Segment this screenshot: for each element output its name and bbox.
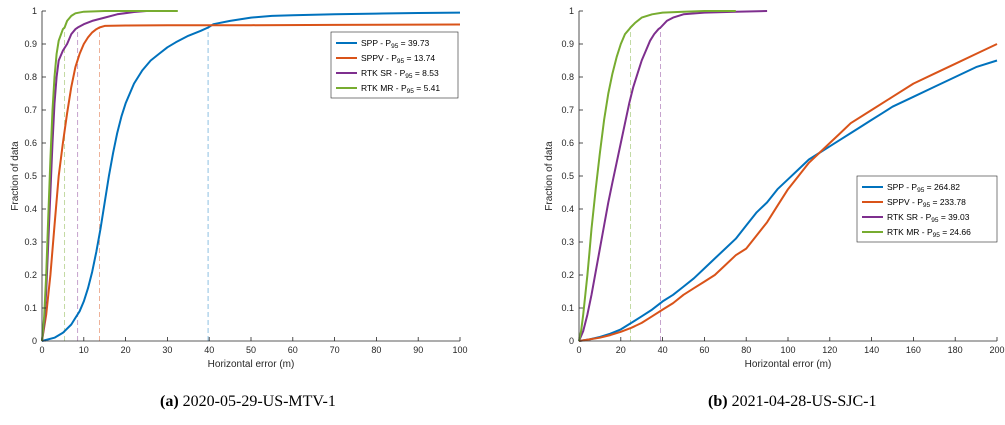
series-line-1-2 (578, 10, 768, 342)
x-tick-label: 160 (906, 345, 921, 355)
x-tick-label: 0 (39, 345, 44, 355)
x-tick-label: 20 (616, 345, 626, 355)
y-tick-label: 0.2 (24, 270, 37, 280)
series-line-0-1 (41, 23, 461, 342)
y-tick-label: 0.8 (561, 72, 574, 82)
y-tick-label: 0.4 (24, 204, 37, 214)
series-line-0-0 (41, 11, 461, 342)
legend-1: SPP - P95 = 264.82 SPPV - P95 = 233.78 RTK… (856, 175, 998, 243)
legend-entry: RTK MR - P95 = 24.66 (887, 227, 971, 239)
x-tick-label: 0 (576, 345, 581, 355)
y-tick-label: 0.1 (24, 303, 37, 313)
legend-entry: RTK MR - P95 = 5.41 (361, 83, 440, 95)
legend-entry: SPP - P95 = 39.73 (361, 38, 430, 50)
caption-b-label: (b) (708, 393, 728, 410)
x-tick-label: 60 (288, 345, 298, 355)
x-tick-label: 100 (780, 345, 795, 355)
x-tick-label: 120 (822, 345, 837, 355)
x-tick-label: 60 (699, 345, 709, 355)
chart-a: 0 10 20 30 40 50 60 70 80 90 100 0 0.1 0.2 0.3 0.4 0.5 0.… (10, 6, 468, 370)
series-line-1-1 (578, 43, 998, 342)
series-line-1-3 (578, 10, 736, 342)
x-tick-label: 90 (413, 345, 423, 355)
legend-0: SPP - P95 = 39.73 SPPV - P95 = 13.74 RTK S… (330, 31, 459, 99)
legend-entry: RTK SR - P95 = 8.53 (361, 68, 439, 80)
y-tick-label: 0.6 (561, 138, 574, 148)
y-tick-label: 0.3 (561, 237, 574, 247)
x-tick-label: 70 (330, 345, 340, 355)
x-tick-label: 20 (121, 345, 131, 355)
y-tick-label: 0.5 (561, 171, 574, 181)
y-tick-label: 0.4 (561, 204, 574, 214)
series-line-1-0 (578, 59, 998, 342)
y-tick-label: 0 (569, 336, 574, 346)
legend-entry: RTK SR - P95 = 39.03 (887, 212, 970, 224)
y-tick-label: 0.2 (561, 270, 574, 280)
caption-b: (b) 2021-04-28-US-SJC-1 (708, 393, 876, 411)
x-tick-label: 180 (948, 345, 963, 355)
series-line-0-3 (41, 10, 178, 342)
y-tick-label: 0.3 (24, 237, 37, 247)
y-axis-label: Fraction of data (544, 141, 555, 211)
x-tick-label: 40 (204, 345, 214, 355)
x-tick-label: 40 (658, 345, 668, 355)
x-axis-label: Horizontal error (m) (745, 359, 832, 370)
y-tick-label: 0.9 (24, 39, 37, 49)
legend-entry: SPPV - P95 = 233.78 (887, 197, 966, 209)
y-tick-label: 0 (32, 336, 37, 346)
x-tick-label: 140 (864, 345, 879, 355)
y-tick-label: 0.9 (561, 39, 574, 49)
x-tick-label: 30 (162, 345, 172, 355)
caption-a: (a) 2020-05-29-US-MTV-1 (160, 393, 336, 411)
y-tick-label: 0.7 (24, 105, 37, 115)
x-tick-label: 200 (989, 345, 1004, 355)
y-tick-label: 0.7 (561, 105, 574, 115)
caption-b-text: 2021-04-28-US-SJC-1 (731, 393, 877, 410)
y-tick-label: 1 (32, 6, 37, 16)
y-tick-label: 0.5 (24, 171, 37, 181)
legend-entry: SPPV - P95 = 13.74 (361, 53, 435, 65)
y-axis-label: Fraction of data (10, 141, 21, 211)
x-axis-label: Horizontal error (m) (208, 359, 295, 370)
y-tick-label: 0.6 (24, 138, 37, 148)
x-tick-label: 100 (452, 345, 467, 355)
y-tick-label: 1 (569, 6, 574, 16)
y-tick-label: 0.1 (561, 303, 574, 313)
caption-a-text: 2020-05-29-US-MTV-1 (182, 393, 336, 410)
x-tick-label: 50 (246, 345, 256, 355)
y-tick-label: 0.8 (24, 72, 37, 82)
legend-entry: SPP - P95 = 264.82 (887, 182, 960, 194)
x-tick-label: 80 (741, 345, 751, 355)
series-line-0-2 (41, 10, 147, 342)
chart-b: 0 20 40 60 80 100 120 140 160 180 200 0 0.1 0.2 0.3 0.4… (544, 6, 1005, 370)
x-tick-label: 80 (371, 345, 381, 355)
caption-a-label: (a) (160, 393, 179, 410)
x-tick-label: 10 (79, 345, 89, 355)
